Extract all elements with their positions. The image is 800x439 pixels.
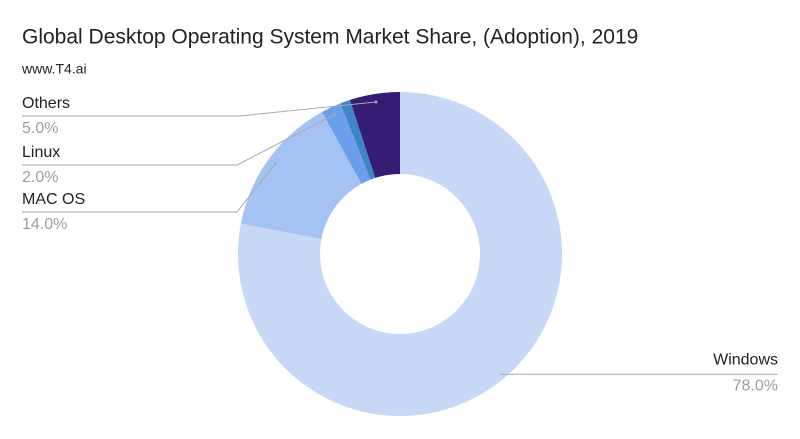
segment-label: Others: [22, 95, 70, 112]
chart-subtitle: www.T4.ai: [21, 61, 87, 77]
chart-title: Global Desktop Operating System Market S…: [22, 26, 638, 49]
value-label: 5.0%: [22, 120, 58, 137]
leader-dot: [332, 113, 336, 117]
donut-segment: [238, 92, 562, 416]
leader-dot: [273, 162, 277, 166]
donut-segment: [321, 103, 371, 184]
leader-dot: [374, 100, 378, 104]
donut-segment: [349, 92, 400, 178]
leader-line: [22, 101, 376, 117]
segment-label: Windows: [713, 351, 778, 368]
value-label: 2.0%: [22, 169, 58, 186]
segment-label: Linux: [22, 144, 60, 161]
segment-label: MAC OS: [22, 191, 85, 208]
value-label: 78.0%: [733, 377, 778, 394]
leader-line: [22, 163, 276, 213]
value-label: 14.0%: [22, 216, 67, 233]
donut-segment: [340, 99, 376, 180]
donut-segment: [240, 112, 362, 240]
leader-line: [22, 114, 335, 166]
